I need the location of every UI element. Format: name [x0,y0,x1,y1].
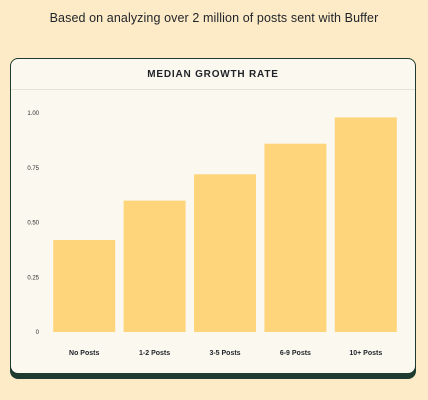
bar-no-posts [53,240,116,332]
chart-header: MEDIAN GROWTH RATE [11,59,415,90]
y-tick-label: 1.00 [27,111,39,117]
y-tick-label: 0.50 [27,221,39,227]
chart-card: MEDIAN GROWTH RATE 0 0.25 0.50 0.75 1.00 No P… [10,58,416,374]
chart-subtitle: Based on analyzing over 2 million of pos… [49,11,379,25]
x-category-label: 6-9 Posts [280,350,311,357]
x-category-label: 1-2 Posts [139,350,170,357]
x-category-label: 10+ Posts [349,350,382,357]
bar-chart: 0 0.25 0.50 0.75 1.00 No Posts 1-2 Posts 3-5 Po… [27,111,397,357]
chart-title: MEDIAN GROWTH RATE [147,68,279,80]
x-category-label: No Posts [69,350,99,357]
y-tick-label: 0 [36,330,40,336]
y-tick-label: 0.75 [27,166,39,172]
bar-3-5-posts [194,174,256,332]
x-category-label: 3-5 Posts [209,350,240,357]
y-tick-label: 0.25 [27,275,39,281]
bar-6-9-posts [264,143,327,332]
bar-10-posts [334,117,397,333]
bar-1-2-posts [123,200,186,332]
